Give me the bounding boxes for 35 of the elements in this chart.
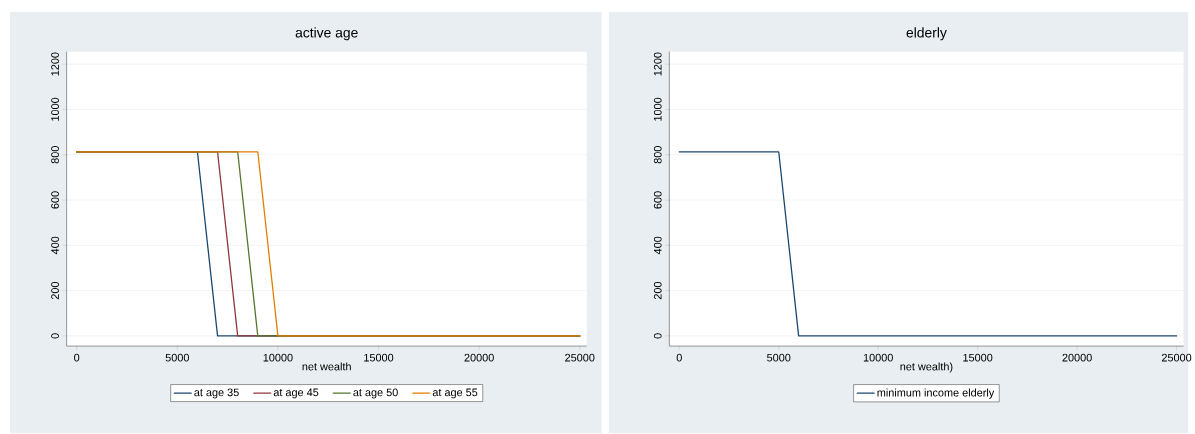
y-tick-label: 800 bbox=[51, 146, 59, 164]
x-axis-title: net wealth bbox=[302, 362, 351, 371]
y-tick-label: 400 bbox=[653, 236, 662, 255]
legend-label: at age 45 bbox=[273, 388, 319, 399]
x-tick-label: 10000 bbox=[863, 354, 893, 362]
y-tick-label: 0 bbox=[653, 333, 662, 339]
x-tick-label: 15000 bbox=[364, 354, 394, 362]
x-tick-label: 20000 bbox=[464, 354, 494, 362]
x-tick-label: 15000 bbox=[963, 354, 993, 362]
legend-label: at age 55 bbox=[432, 388, 478, 399]
legend-label: minimum income elderly bbox=[877, 388, 995, 399]
y-tick-label: 400 bbox=[51, 236, 59, 255]
y-tick-label: 600 bbox=[653, 191, 662, 209]
x-tick-label: 0 bbox=[74, 354, 80, 362]
x-tick-label: 5000 bbox=[767, 354, 791, 362]
y-tick-label: 600 bbox=[51, 191, 59, 209]
chart-title: active age bbox=[295, 27, 358, 41]
chart-title: elderly bbox=[906, 27, 947, 41]
y-tick-label: 200 bbox=[51, 282, 59, 300]
x-axis-title: net wealth) bbox=[900, 362, 953, 373]
y-tick-label: 1000 bbox=[51, 97, 59, 121]
x-tick-label: 25000 bbox=[1161, 354, 1192, 362]
y-tick-label: 200 bbox=[653, 282, 662, 300]
y-tick-label: 800 bbox=[653, 146, 662, 164]
x-tick-label: 5000 bbox=[165, 354, 189, 362]
x-tick-label: 10000 bbox=[263, 354, 293, 362]
x-tick-label: 25000 bbox=[565, 354, 595, 362]
y-tick-label: 1200 bbox=[51, 52, 59, 76]
y-tick-label: 1000 bbox=[653, 97, 662, 121]
y-tick-label: 1200 bbox=[653, 52, 662, 76]
legend-label: at age 50 bbox=[353, 388, 398, 399]
y-tick-label: 0 bbox=[51, 333, 59, 339]
x-tick-label: 0 bbox=[676, 354, 682, 362]
legend-label: at age 35 bbox=[194, 388, 239, 399]
x-tick-label: 20000 bbox=[1062, 354, 1092, 362]
